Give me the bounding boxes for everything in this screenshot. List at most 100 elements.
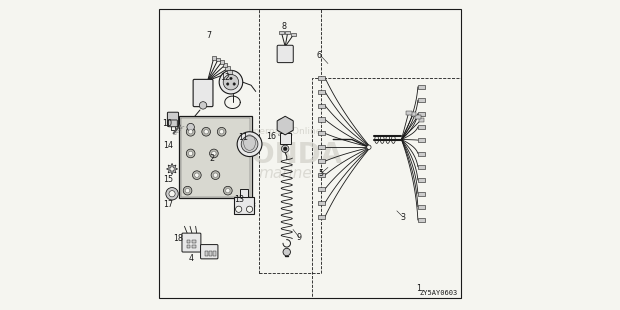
Circle shape [241,136,258,153]
Text: 14: 14 [163,141,173,150]
Bar [226,66,230,70]
Circle shape [195,173,199,177]
Bar [241,189,248,197]
Text: ZY5AY0603: ZY5AY0603 [420,290,458,296]
Circle shape [223,186,232,195]
Circle shape [192,171,201,179]
Text: 18: 18 [173,234,184,243]
Bar [279,31,284,34]
Bar [216,58,220,61]
Text: 8: 8 [281,22,286,31]
Bar [223,63,227,67]
Circle shape [186,149,195,158]
Text: 5: 5 [318,169,324,178]
Bar [192,245,196,248]
Text: 4: 4 [188,254,193,264]
Bar [318,159,325,163]
Circle shape [212,151,216,156]
Circle shape [188,130,193,134]
Bar [418,138,425,142]
Text: 13: 13 [234,195,244,205]
Circle shape [186,127,195,136]
Bar [219,60,224,64]
Bar [318,215,325,219]
Text: 17: 17 [163,200,173,209]
Text: 2: 2 [210,153,215,163]
Circle shape [247,206,253,212]
Bar [418,178,425,182]
Bar [411,112,417,116]
Bar [234,197,254,214]
Text: 10: 10 [162,119,172,129]
FancyBboxPatch shape [201,245,218,259]
Bar [318,104,325,108]
Circle shape [223,74,239,90]
Circle shape [219,130,224,134]
Bar [318,145,325,149]
Text: 11: 11 [238,133,249,143]
Circle shape [185,188,190,193]
Bar [418,112,425,116]
Bar [213,251,216,256]
Bar [318,90,325,94]
Circle shape [211,171,219,179]
Text: enerpartsOnline: enerpartsOnline [249,127,322,136]
Text: marine: marine [259,166,312,181]
Bar [192,240,196,243]
Bar [318,201,325,205]
Text: 3: 3 [401,212,405,222]
Bar [228,70,232,74]
Circle shape [202,127,211,136]
Circle shape [166,188,179,200]
Bar [418,85,425,89]
Bar [291,33,296,36]
Circle shape [210,149,218,158]
Circle shape [283,248,290,256]
Circle shape [219,70,243,94]
Polygon shape [277,116,293,135]
Bar [187,245,190,248]
Text: 16: 16 [266,132,277,141]
Bar [318,76,325,80]
FancyBboxPatch shape [182,233,201,252]
Circle shape [187,123,195,131]
Bar [406,111,412,115]
FancyBboxPatch shape [277,45,293,63]
Circle shape [188,151,193,156]
Bar [418,205,425,209]
Text: HONDA: HONDA [228,141,342,169]
Circle shape [213,173,218,177]
Circle shape [217,127,226,136]
Circle shape [236,206,242,212]
Circle shape [366,145,371,149]
Bar [318,187,325,191]
Circle shape [233,83,236,85]
Bar [211,56,216,60]
FancyBboxPatch shape [168,120,177,127]
Bar [418,152,425,156]
FancyBboxPatch shape [167,112,179,126]
Bar [285,31,290,34]
Bar [418,118,424,122]
Circle shape [281,145,289,153]
Bar [280,133,291,144]
Circle shape [204,130,208,134]
Text: 9: 9 [296,232,302,242]
Bar [318,173,325,177]
Bar [181,118,250,197]
Bar [415,115,420,119]
Bar [312,78,461,298]
Circle shape [229,77,232,80]
Circle shape [283,147,287,151]
Bar [259,9,321,273]
Circle shape [184,186,192,195]
Bar [418,165,425,169]
Text: 12: 12 [219,73,230,82]
Bar [418,125,425,129]
Circle shape [226,188,230,193]
Circle shape [170,167,174,171]
Bar [187,240,190,243]
Circle shape [169,191,175,197]
Bar [418,218,425,222]
Bar [318,117,325,122]
